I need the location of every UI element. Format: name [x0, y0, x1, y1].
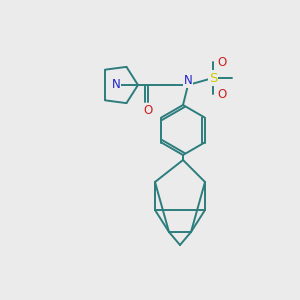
Text: S: S: [209, 71, 217, 85]
Text: N: N: [184, 74, 192, 88]
Text: O: O: [218, 88, 226, 100]
Text: O: O: [218, 56, 226, 68]
Text: O: O: [143, 103, 153, 116]
Text: N: N: [112, 79, 120, 92]
